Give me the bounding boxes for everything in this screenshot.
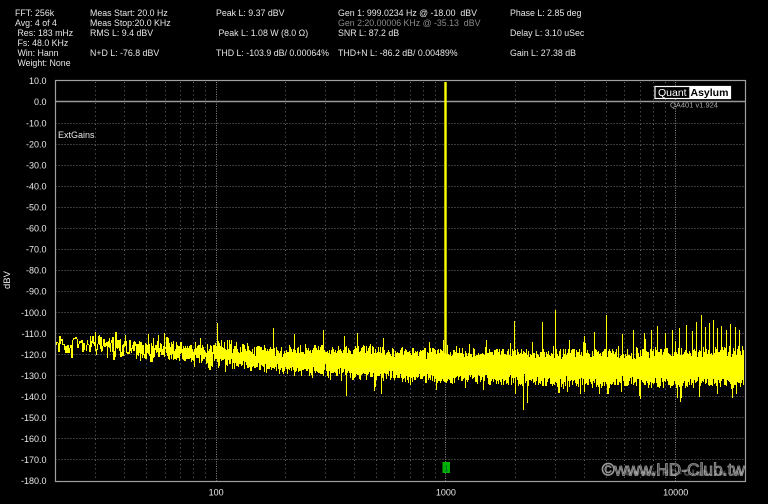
- svg-text:0.0: 0.0: [34, 97, 47, 107]
- svg-text:©www.HD-Club.tw·tw: ©www.HD-Club.tw·tw: [625, 468, 744, 478]
- svg-text:1: 1: [444, 464, 449, 474]
- svg-text:-50.0: -50.0: [26, 203, 47, 213]
- svg-text:10000: 10000: [663, 488, 688, 498]
- svg-text:-110.0: -110.0: [22, 329, 47, 339]
- svg-text:-90.0: -90.0: [26, 287, 47, 297]
- svg-text:-180.0: -180.0: [21, 476, 47, 486]
- svg-text:-120.0: -120.0: [21, 350, 47, 360]
- svg-text:QA401 v1.924: QA401 v1.924: [670, 101, 718, 110]
- svg-text:Quant: Quant: [658, 87, 687, 99]
- svg-text:-10.0: -10.0: [26, 118, 47, 128]
- svg-text:ExtGains: ExtGains: [58, 130, 95, 140]
- svg-text:©www.HD-Club.tw: ©www.HD-Club.tw: [602, 460, 746, 480]
- svg-text:-60.0: -60.0: [26, 224, 47, 234]
- svg-text:-150.0: -150.0: [21, 413, 47, 423]
- svg-text:-20.0: -20.0: [26, 139, 47, 149]
- svg-text:-170.0: -170.0: [21, 455, 47, 465]
- svg-text:Asylum: Asylum: [691, 87, 729, 99]
- svg-text:100: 100: [209, 488, 224, 498]
- svg-text:-70.0: -70.0: [26, 245, 47, 255]
- svg-text:10.0: 10.0: [29, 76, 47, 86]
- svg-text:-80.0: -80.0: [26, 266, 47, 276]
- svg-text:-30.0: -30.0: [26, 160, 47, 170]
- svg-text:-100.0: -100.0: [21, 308, 47, 318]
- svg-text:1000: 1000: [436, 488, 456, 498]
- svg-text:-130.0: -130.0: [21, 371, 47, 381]
- svg-text:-140.0: -140.0: [21, 392, 47, 402]
- svg-text:-160.0: -160.0: [21, 434, 47, 444]
- svg-text:-40.0: -40.0: [26, 181, 47, 191]
- svg-text:dBV: dBV: [2, 270, 13, 289]
